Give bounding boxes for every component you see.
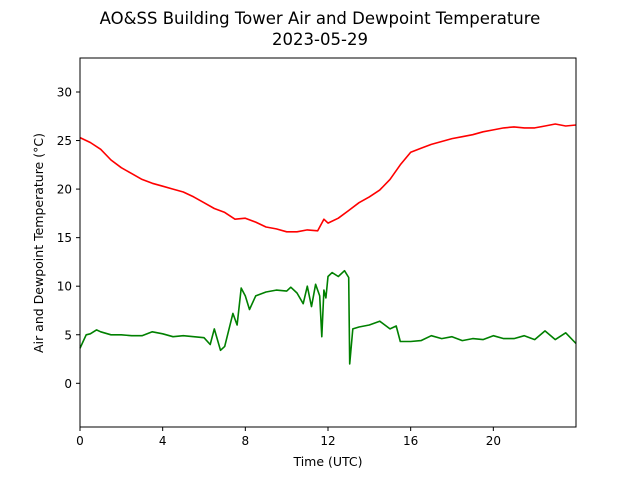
- x-tick-label: 8: [242, 434, 250, 448]
- x-axis-label: Time (UTC): [292, 454, 362, 469]
- y-tick-label: 30: [57, 85, 72, 99]
- x-tick-label: 20: [486, 434, 501, 448]
- x-tick-label: 12: [320, 434, 335, 448]
- y-tick-label: 20: [57, 183, 72, 197]
- y-tick-label: 5: [64, 328, 72, 342]
- y-tick-label: 10: [57, 280, 72, 294]
- y-tick-label: 25: [57, 134, 72, 148]
- series-layer: [79, 123, 577, 365]
- x-tick-label: 4: [159, 434, 167, 448]
- chart-subtitle: 2023-05-29: [272, 30, 368, 49]
- y-tick-label: 0: [64, 377, 72, 391]
- x-tick-label: 0: [76, 434, 84, 448]
- series-line-1: [79, 123, 577, 233]
- chart-title: AO&SS Building Tower Air and Dewpoint Te…: [100, 9, 541, 28]
- x-tick-label: 16: [403, 434, 418, 448]
- y-axis-label: Air and Dewpoint Temperature (°C): [31, 133, 46, 353]
- y-tick-label: 15: [57, 231, 72, 245]
- x-axis: 0 4 8 12 16 20: [76, 427, 501, 448]
- series-line-2: [79, 269, 577, 365]
- y-axis: 0 5 10 15 20 25 30: [57, 85, 80, 391]
